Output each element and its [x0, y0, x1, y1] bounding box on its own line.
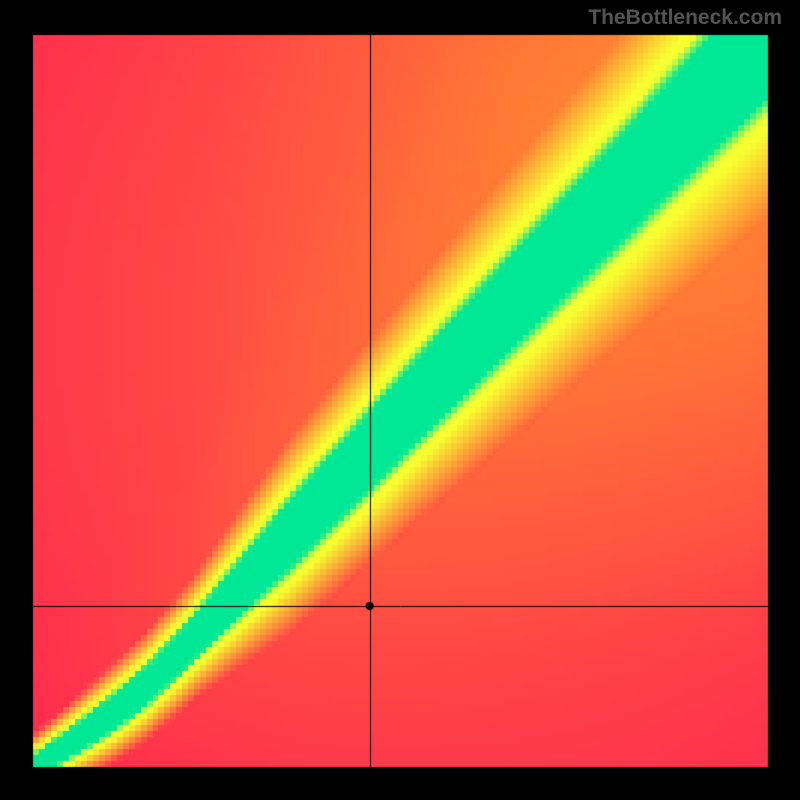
heatmap-canvas	[0, 0, 800, 800]
watermark-text: TheBottleneck.com	[588, 6, 782, 30]
chart-container: TheBottleneck.com	[0, 0, 800, 800]
